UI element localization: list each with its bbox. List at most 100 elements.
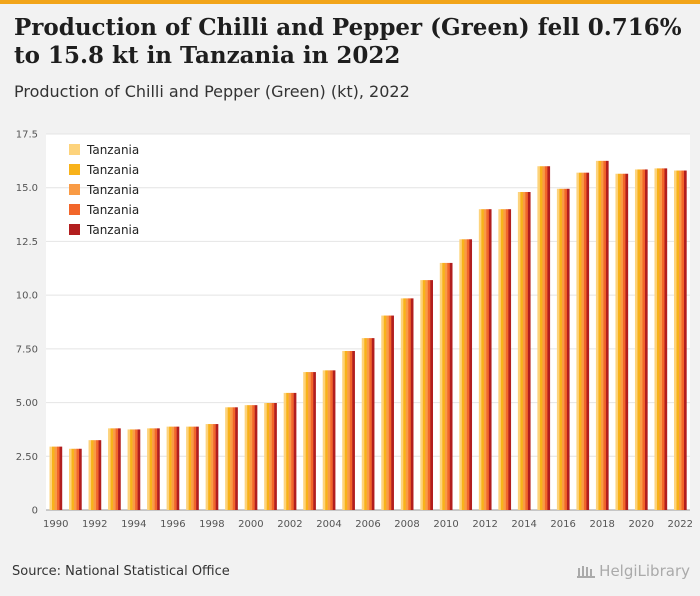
bar xyxy=(408,298,411,510)
bar xyxy=(459,239,463,510)
bar xyxy=(227,407,231,510)
bar-chart: 0 2.50 5.00 7.50 10.0 12.5 15.0 17.5 1990 1992 199… xyxy=(16,130,693,531)
bar xyxy=(664,168,668,510)
bar xyxy=(522,192,526,511)
bar xyxy=(505,209,509,510)
bar xyxy=(544,166,548,510)
bar xyxy=(215,424,219,510)
x-tick-label: 1996 xyxy=(160,519,185,530)
bar xyxy=(91,440,94,510)
bar xyxy=(157,428,160,510)
bar xyxy=(264,403,267,510)
helgi-library-logo: HelgiLibrary xyxy=(577,562,690,580)
bar xyxy=(132,429,136,510)
y-tick-label: 12.5 xyxy=(16,237,38,248)
chart-subtitle: Production of Chilli and Pepper (Green) … xyxy=(14,82,410,101)
legend-label: Tanzania xyxy=(86,183,139,197)
bar xyxy=(654,168,658,510)
bar xyxy=(327,370,331,510)
bar xyxy=(469,239,473,510)
bar xyxy=(130,429,133,510)
bar xyxy=(615,173,619,510)
bar xyxy=(661,168,665,510)
bar xyxy=(442,262,446,510)
bar xyxy=(486,209,490,510)
bar xyxy=(108,428,111,510)
y-tick-label: 10.0 xyxy=(16,291,38,302)
legend-swatch xyxy=(69,144,80,155)
bar xyxy=(269,403,272,510)
bar xyxy=(283,392,287,510)
bar xyxy=(656,168,660,510)
bar xyxy=(149,428,153,510)
bar xyxy=(420,280,423,510)
bar xyxy=(196,426,199,510)
y-tick-label: 15.0 xyxy=(16,183,38,194)
legend-swatch xyxy=(69,204,80,215)
bar xyxy=(586,172,590,510)
x-tick-label: 1992 xyxy=(82,519,107,530)
chart-title: Production of Chilli and Pepper (Green) … xyxy=(14,14,682,69)
logo-text: HelgiLibrary xyxy=(599,562,690,580)
bar xyxy=(410,298,414,510)
bar xyxy=(54,446,58,510)
bar xyxy=(400,298,404,510)
bar xyxy=(617,173,621,510)
bar xyxy=(683,170,687,511)
source-note: Source: National Statistical Office xyxy=(12,564,230,579)
bar xyxy=(213,424,216,510)
bar xyxy=(595,160,599,510)
y-tick-label: 5.00 xyxy=(16,398,38,409)
bar xyxy=(383,315,387,510)
bar xyxy=(303,372,306,510)
bar xyxy=(466,239,470,510)
bar xyxy=(291,392,294,510)
x-tick-label: 2014 xyxy=(511,519,536,530)
bar xyxy=(232,407,236,510)
bar xyxy=(449,262,453,510)
bar xyxy=(154,428,158,510)
bar xyxy=(422,280,426,510)
x-tick-label: 1998 xyxy=(199,519,224,530)
bar xyxy=(244,405,248,510)
bar xyxy=(252,405,255,510)
bar xyxy=(188,426,192,510)
bar xyxy=(166,426,170,510)
bar xyxy=(439,262,443,510)
bar xyxy=(581,172,585,510)
bar xyxy=(517,192,521,511)
bar xyxy=(115,428,119,510)
bar xyxy=(488,209,492,510)
library-building-icon xyxy=(577,566,596,578)
bar xyxy=(208,424,211,510)
bar xyxy=(322,370,326,510)
bar xyxy=(498,209,502,510)
bar xyxy=(381,315,384,510)
bar xyxy=(622,173,626,510)
legend-swatch xyxy=(69,184,80,195)
x-tick-label: 2016 xyxy=(550,519,575,530)
bar xyxy=(332,370,336,510)
bar xyxy=(539,166,543,510)
bar xyxy=(600,160,604,510)
bar xyxy=(286,392,289,510)
bar xyxy=(391,315,394,510)
bar xyxy=(118,428,121,510)
x-tick-label: 2010 xyxy=(433,519,458,530)
bar xyxy=(191,426,194,510)
y-tick-label: 7.50 xyxy=(16,344,38,355)
bar xyxy=(583,172,587,510)
bar xyxy=(210,424,214,510)
legend-swatch xyxy=(69,224,80,235)
bar xyxy=(427,280,431,510)
bar xyxy=(461,239,465,510)
bar xyxy=(274,403,277,510)
bar xyxy=(193,426,197,510)
bar xyxy=(135,429,138,510)
bar xyxy=(386,315,389,510)
bar xyxy=(74,448,77,510)
bar xyxy=(88,440,92,510)
bar xyxy=(230,407,233,510)
y-tick-label: 0 xyxy=(32,506,38,517)
bar xyxy=(678,170,682,511)
